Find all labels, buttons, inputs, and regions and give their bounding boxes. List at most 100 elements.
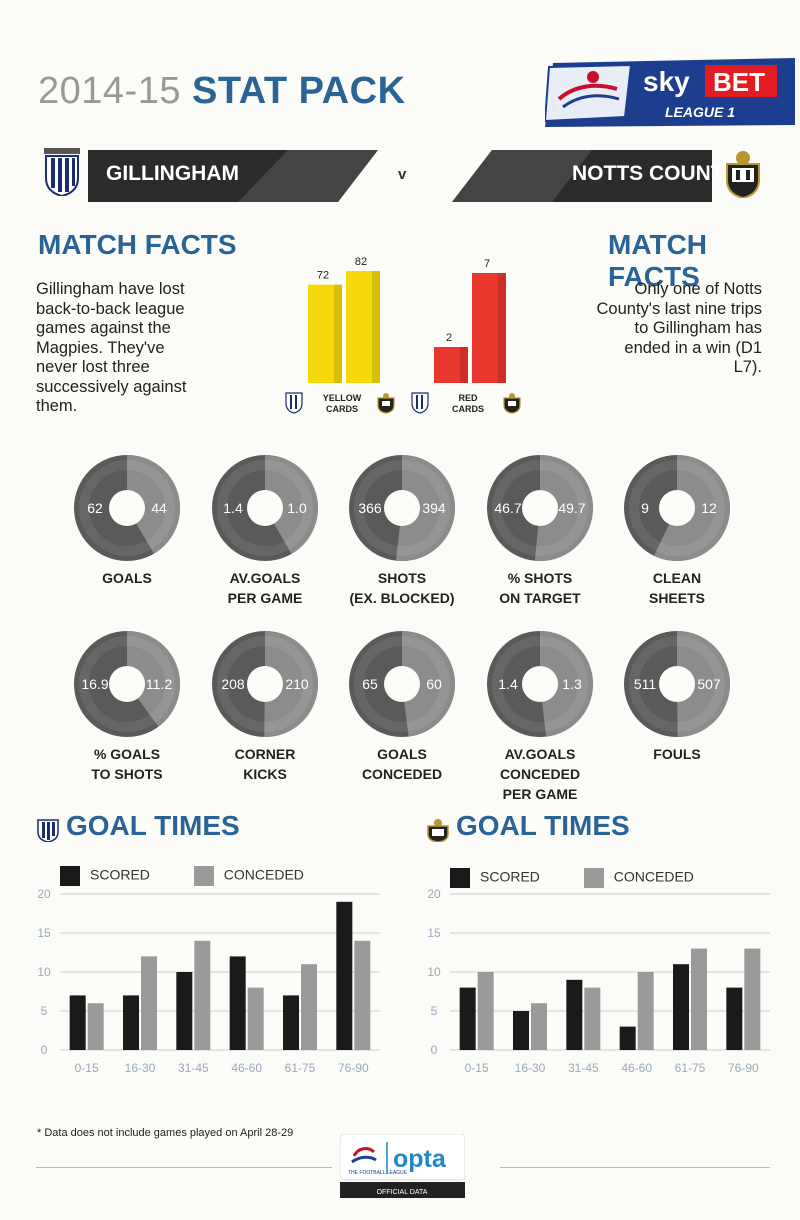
donut-inner-ring xyxy=(492,460,588,556)
goal-times-chart-home: 0 5 10 15 20 0-15 16-30 31-45 46-60 61-75 76-90 xyxy=(37,887,380,1075)
donut-label: CORNER KICKS xyxy=(190,744,340,784)
donut-home-value: 1.4 xyxy=(223,500,243,516)
bar-scored xyxy=(229,956,246,1050)
donut-hole xyxy=(247,490,283,526)
yellow-card-bar-home xyxy=(308,284,342,383)
home-team-name: GILLINGHAM xyxy=(106,162,239,185)
x-tick-label: 46-60 xyxy=(621,1061,652,1075)
donut-label-line: CONCEDED xyxy=(361,766,443,782)
match-facts-away-line: to Gillingham has xyxy=(634,319,762,337)
notts-county-crest-icon xyxy=(726,151,760,198)
bar-conceded xyxy=(247,987,264,1050)
red-cards-label: CARDS xyxy=(452,404,484,414)
bar-scored xyxy=(726,987,743,1050)
x-tick-label: 0-15 xyxy=(75,1061,99,1075)
bar-conceded xyxy=(301,964,317,1050)
donut-home-value: 366 xyxy=(358,500,382,516)
crest-shape xyxy=(285,392,303,414)
legend-conceded-label: CONCEDED xyxy=(223,866,304,883)
donut-chart: 9 12 xyxy=(624,455,730,561)
y-tick-label: 0 xyxy=(41,1043,48,1057)
donut-inner-ring xyxy=(629,460,725,556)
bar-scored xyxy=(176,972,193,1050)
donut-away-value: 49.7 xyxy=(558,500,585,516)
donut-chart: 366 394 xyxy=(349,455,455,561)
donut-label-line: GOALS xyxy=(377,746,427,762)
skybet-sky: sky xyxy=(643,66,690,97)
donut-hole xyxy=(109,666,145,702)
title-main: STAT PACK xyxy=(192,70,406,112)
legend-scored-label: SCORED xyxy=(90,866,150,883)
opta-brand-text: opta xyxy=(393,1145,447,1173)
yellow-card-bar-shade-home xyxy=(334,284,342,383)
donut-away-segment xyxy=(264,631,318,737)
legend-swatch-scored xyxy=(60,866,80,886)
donut-inner-ring xyxy=(217,460,313,556)
donut-label-line: SHOTS xyxy=(377,570,427,586)
donut-label: GOALS xyxy=(52,568,202,588)
x-tick-label: 31-45 xyxy=(568,1061,599,1075)
yellow-cards-label: CARDS xyxy=(326,404,358,414)
donut-label: GOALS CONCEDED xyxy=(327,744,477,784)
x-tick-label: 0-15 xyxy=(465,1061,489,1075)
donut-label-line: (EX. BLOCKED) xyxy=(349,590,455,606)
red-card-bar-shade-home xyxy=(460,347,468,383)
footer-rule-left xyxy=(36,1167,332,1168)
footnote: * Data does not include games played on … xyxy=(37,1127,294,1139)
match-facts-home-text: Gillingham have lost back-to-back league g… xyxy=(36,280,256,417)
notts-county-crest-mini-icon xyxy=(503,393,521,414)
bar-conceded xyxy=(87,1003,104,1050)
match-facts-home-line: Magpies. They've xyxy=(36,338,165,357)
donut-chart: 1.4 1.3 xyxy=(487,631,593,737)
donut-inner-ring xyxy=(492,636,588,732)
y-tick-label: 10 xyxy=(37,965,51,979)
legend-away: SCORED CONCEDED xyxy=(450,868,694,888)
donut-label-line: PER GAME xyxy=(502,786,578,802)
match-facts-away-line: Only one of Notts xyxy=(634,280,762,298)
y-tick-label: 20 xyxy=(37,887,51,901)
match-facts-title-home: MATCH FACTS xyxy=(38,229,237,260)
donut-label-line: KICKS xyxy=(243,766,287,782)
bar-scored xyxy=(123,995,139,1050)
red-card-value-away: 7 xyxy=(484,258,490,270)
bar-conceded xyxy=(354,940,371,1050)
donut-inner-ring xyxy=(79,636,175,732)
donut-away-segment xyxy=(534,455,593,561)
donut-home-value: 46.7 xyxy=(494,500,521,516)
donut-chart: 1.4 1.0 xyxy=(212,455,318,561)
bar-conceded xyxy=(531,1003,547,1050)
skybet-bet: BET xyxy=(713,67,765,97)
match-facts-home-line: never lost three xyxy=(36,358,150,376)
y-tick-label: 5 xyxy=(41,1004,48,1018)
match-facts-away-line: ended in a win (D1 xyxy=(624,338,762,357)
goal-times-title-away: GOAL TIMES xyxy=(456,810,630,841)
donut-label: AV.GOALS PER GAME xyxy=(190,568,340,608)
league-mark-text: THE FOOTBALL LEAGUE xyxy=(348,1170,408,1176)
donut-home-value: 62 xyxy=(87,500,103,516)
bar-conceded xyxy=(744,948,761,1050)
gillingham-crest-small-icon xyxy=(37,819,59,842)
donut-label: SHOTS (EX. BLOCKED) xyxy=(327,568,477,608)
opta-sub-text: OFFICIAL DATA xyxy=(377,1189,428,1196)
x-tick-label: 31-45 xyxy=(178,1061,209,1075)
skybet-league1-logo: sky BET LEAGUE 1 xyxy=(545,58,795,127)
goal-times-title-home: GOAL TIMES xyxy=(66,810,240,841)
red-card-bar-shade-away xyxy=(498,273,506,383)
donut-hole xyxy=(384,490,420,526)
donut-label: % GOALS TO SHOTS xyxy=(52,744,202,784)
y-tick-label: 5 xyxy=(431,1004,438,1018)
notts-county-crest-small-icon xyxy=(427,819,449,842)
match-facts-title-away: MATCH FACTS xyxy=(608,229,708,292)
donut-label: FOULS xyxy=(602,744,752,764)
donut-away-value: 394 xyxy=(422,500,446,516)
donut-away-value: 507 xyxy=(697,676,721,692)
x-tick-label: 76-90 xyxy=(728,1061,759,1075)
donut-hole xyxy=(659,490,695,526)
bar-scored xyxy=(336,901,353,1050)
donut-label-line: PER GAME xyxy=(227,590,303,606)
donut-away-value: 1.0 xyxy=(287,500,307,516)
skybet-league: LEAGUE 1 xyxy=(665,104,735,120)
match-facts-home-line: successively against xyxy=(36,377,187,396)
y-tick-label: 20 xyxy=(427,887,441,901)
